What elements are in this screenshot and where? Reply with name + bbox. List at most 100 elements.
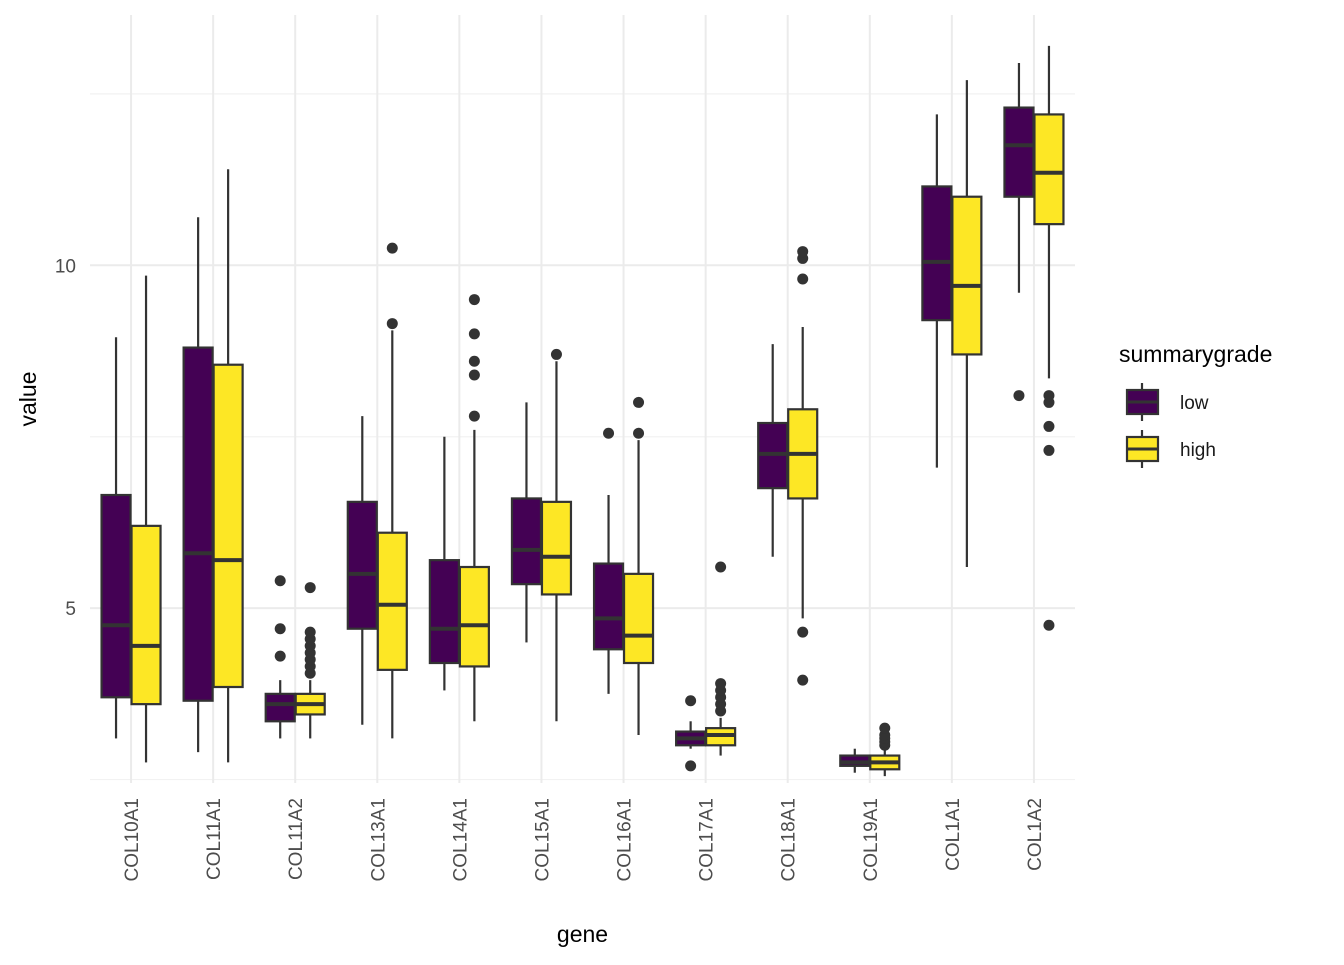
box-low-COL1A2 <box>1003 63 1035 402</box>
legend-label-low: low <box>1180 393 1209 414</box>
x-axis-title: gene <box>557 921 608 947</box>
y-axis-title: value <box>15 372 41 427</box>
box-low-COL13A1 <box>346 416 378 725</box>
box-high-COL19A1 <box>869 722 901 777</box>
box-high-COL16A1 <box>622 396 655 735</box>
box-high-COL11A2 <box>294 582 326 739</box>
x-tick-label: COL19A1 <box>861 798 882 881</box>
x-tick-label: COL1A2 <box>1025 798 1046 871</box>
box-body <box>921 185 953 322</box>
box-low-COL1A1 <box>921 114 953 468</box>
box-body <box>130 524 162 706</box>
box-high-COL17A1 <box>705 561 737 756</box>
outlier-point <box>1043 390 1055 402</box>
outlier-point <box>468 355 480 367</box>
outlier-point <box>685 760 697 772</box>
x-tick-label: COL14A1 <box>450 798 471 881</box>
outlier-point <box>797 246 809 258</box>
legend-label-high: high <box>1180 440 1216 461</box>
x-tick-label: COL15A1 <box>532 798 553 881</box>
y-axis-ticks: 5 10 <box>55 256 76 620</box>
box-low-COL11A2 <box>264 575 296 739</box>
box-low-COL16A1 <box>592 427 625 694</box>
box-body <box>212 363 244 689</box>
box-body <box>182 346 214 702</box>
legend-items: low high <box>1125 383 1216 468</box>
box-body <box>100 493 132 699</box>
x-tick-label: COL1A1 <box>943 798 964 871</box>
box-low-COL19A1 <box>839 748 871 773</box>
box-low-COL14A1 <box>428 436 460 691</box>
outlier-point <box>1043 444 1055 456</box>
box-low-COL18A1 <box>757 344 789 557</box>
box-high-COL13A1 <box>376 242 408 739</box>
box-body <box>951 195 983 356</box>
box-body <box>376 531 408 671</box>
outlier-point <box>797 674 809 686</box>
box-low-COL15A1 <box>510 402 543 643</box>
box-marks <box>100 45 1065 777</box>
box-body <box>458 565 490 668</box>
box-low-COL11A1 <box>182 217 214 753</box>
box-high-COL15A1 <box>540 348 573 722</box>
outlier-point <box>468 410 480 422</box>
outlier-point <box>797 626 809 638</box>
outlier-point <box>274 623 286 635</box>
box-body <box>1033 113 1065 226</box>
outlier-point <box>304 582 316 594</box>
outlier-point <box>879 722 891 734</box>
x-tick-label: COL11A2 <box>286 798 307 880</box>
x-axis-ticks: COL10A1 COL11A1 COL11A2 COL13A1 COL14A1 COL15… <box>122 798 1046 881</box>
legend-key-low: low <box>1125 383 1209 421</box>
box-body <box>428 559 460 665</box>
box-body <box>510 497 543 586</box>
outlier-point <box>386 242 398 254</box>
outlier-point <box>715 561 727 573</box>
outlier-point <box>715 678 727 690</box>
box-high-COL18A1 <box>787 246 819 686</box>
outlier-point <box>1043 420 1055 432</box>
x-tick-label: COL13A1 <box>368 798 389 881</box>
x-tick-label: COL11A1 <box>204 798 225 880</box>
x-tick-label: COL17A1 <box>697 798 718 881</box>
outlier-point <box>550 348 562 360</box>
box-low-COL10A1 <box>100 337 132 739</box>
legend: summarygrade low high <box>1119 341 1272 468</box>
box-body <box>540 500 573 596</box>
outlier-point <box>468 328 480 340</box>
outlier-point <box>797 273 809 285</box>
box-body <box>592 562 625 651</box>
box-body <box>264 692 296 723</box>
outlier-point <box>274 575 286 587</box>
outlier-point <box>1013 390 1025 402</box>
outlier-point <box>468 294 480 306</box>
box-high-COL1A1 <box>951 80 983 567</box>
outlier-point <box>685 695 697 707</box>
box-high-COL14A1 <box>458 294 490 722</box>
box-high-COL1A2 <box>1033 45 1065 631</box>
outlier-point <box>633 427 645 439</box>
box-high-COL10A1 <box>130 275 162 763</box>
x-tick-label: COL18A1 <box>779 798 800 881</box>
legend-key-high: high <box>1125 430 1216 468</box>
outlier-point <box>304 626 316 638</box>
y-tick-label: 10 <box>55 256 76 277</box>
box-low-COL17A1 <box>675 695 707 772</box>
outlier-point <box>274 650 286 662</box>
outlier-point <box>468 369 480 381</box>
outlier-point <box>633 396 645 408</box>
legend-title: summarygrade <box>1119 341 1272 367</box>
outlier-point <box>386 318 398 330</box>
x-tick-label: COL16A1 <box>615 798 636 881</box>
outlier-point <box>603 427 615 439</box>
outlier-point <box>1043 619 1055 631</box>
box-body <box>1003 106 1035 198</box>
box-body <box>622 572 655 665</box>
x-tick-label: COL10A1 <box>122 798 143 881</box>
grid <box>90 15 1075 783</box>
box-high-COL11A1 <box>212 169 244 763</box>
y-tick-label: 5 <box>65 599 76 620</box>
box-body <box>346 500 378 630</box>
